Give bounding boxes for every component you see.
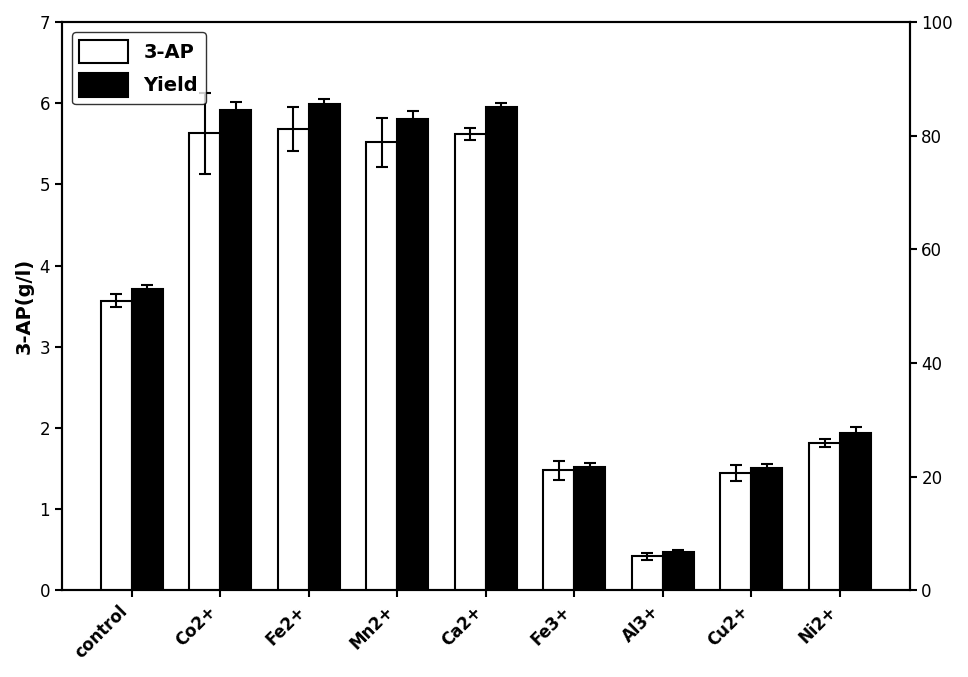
- Bar: [632, 556, 663, 590]
- Bar: [278, 129, 309, 590]
- Legend: 3-AP, Yield: 3-AP, Yield: [72, 32, 206, 104]
- Bar: [397, 118, 428, 590]
- Bar: [309, 104, 340, 590]
- Bar: [663, 552, 694, 590]
- Bar: [486, 107, 517, 590]
- Bar: [840, 433, 871, 590]
- Bar: [720, 473, 751, 590]
- Bar: [101, 301, 132, 590]
- Bar: [751, 468, 782, 590]
- Bar: [809, 443, 840, 590]
- Bar: [220, 110, 251, 590]
- Bar: [189, 133, 220, 590]
- Bar: [574, 467, 605, 590]
- Y-axis label: 3-AP(g/l): 3-AP(g/l): [15, 258, 34, 354]
- Bar: [543, 471, 574, 590]
- Bar: [366, 142, 397, 590]
- Bar: [455, 134, 486, 590]
- Bar: [132, 289, 163, 590]
